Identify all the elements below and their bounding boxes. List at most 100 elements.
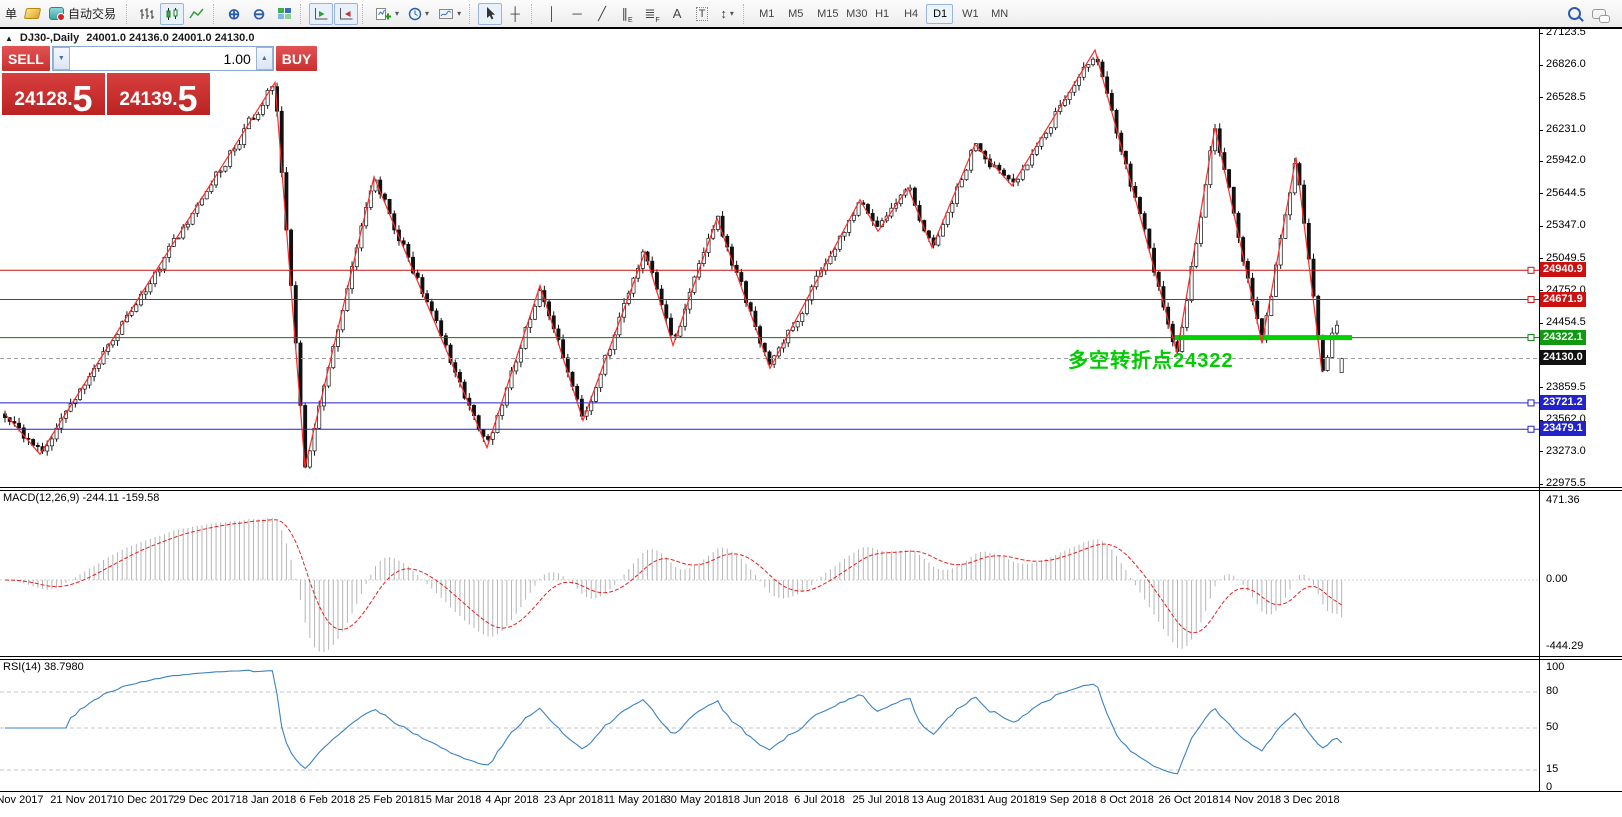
price-tick-mark <box>1539 258 1543 259</box>
date-label: 25 Feb 2018 <box>358 794 420 806</box>
timeframe-button-m1[interactable]: M1 <box>752 4 779 24</box>
chevron-down-icon: ▾ <box>729 9 734 18</box>
trade-prices-row: 24128. 5 24139. 5 <box>2 73 210 116</box>
timeframe-group: M1 M5 M15 M30 H1 H4 D1 W1 MN <box>752 3 1011 24</box>
price-tick-label: 26826.0 <box>1546 58 1586 71</box>
timeframe-button-m15[interactable]: M15 <box>810 4 838 24</box>
new-order-icon <box>23 8 41 19</box>
price-tick-label: 25347.0 <box>1546 219 1586 232</box>
macd-indicator-canvas[interactable] <box>0 491 1539 656</box>
price-axis[interactable]: 27123.5 26826.0 26528.5 26231.0 25942.0 25644… <box>1539 0 1622 817</box>
pane-separator[interactable] <box>0 487 1622 491</box>
date-label: 6 Jul 2018 <box>794 794 845 806</box>
cursor-button[interactable] <box>478 2 503 25</box>
autotrading-button[interactable]: 自动交易 <box>45 3 122 25</box>
periods-button[interactable]: ▾ <box>404 3 433 25</box>
date-label: 23 Apr 2018 <box>543 794 604 806</box>
price-tick-mark <box>1539 322 1543 324</box>
price-tick-label: 23273.0 <box>1546 444 1586 457</box>
chart-shift-button[interactable] <box>334 2 359 25</box>
price-tick-label: 25644.5 <box>1546 186 1586 199</box>
price-tick-mark <box>1539 97 1543 99</box>
template-icon <box>439 8 454 19</box>
volume-input[interactable] <box>69 47 256 70</box>
buy-price-display[interactable]: 24139. 5 <box>107 73 210 116</box>
horizontal-line-button[interactable]: ─ <box>565 3 589 25</box>
label-tool-button[interactable]: T <box>690 3 714 25</box>
rsi-axis-label: 100 <box>1546 661 1565 673</box>
clock-icon <box>408 7 422 20</box>
search-button[interactable] <box>1562 3 1586 25</box>
rsi-indicator-canvas[interactable] <box>0 660 1539 791</box>
price-tag: 24940.9 <box>1540 262 1586 278</box>
templates-button[interactable]: ▾ <box>434 3 465 25</box>
price-chart-canvas[interactable] <box>0 29 1539 487</box>
timeframe-button-w1[interactable]: W1 <box>955 4 982 24</box>
price-tick-label: 25942.0 <box>1546 154 1586 167</box>
toolbar-separator <box>213 3 218 24</box>
price-tick-label: 22975.5 <box>1546 477 1586 489</box>
indicators-button[interactable]: ▾ <box>371 3 403 25</box>
zoom-in-icon: ⊕ <box>227 5 241 23</box>
timeframe-button-m30[interactable]: M30 <box>839 4 867 24</box>
date-axis[interactable]: Nov 2017 21 Nov 2017 10 Dec 2017 29 Dec 201… <box>0 794 1539 810</box>
timeframe-button-h1[interactable]: H1 <box>868 4 895 24</box>
toolbar-separator <box>362 3 367 24</box>
crosshair-button[interactable]: ┼ <box>503 3 527 25</box>
pane-separator[interactable] <box>0 656 1622 660</box>
bar-chart-button[interactable] <box>135 3 159 25</box>
new-order-button[interactable] <box>20 3 44 25</box>
arrows-tool-icon: ↕ <box>720 6 727 21</box>
volume-spinner: ▼ ▲ <box>51 46 274 71</box>
timeframe-button-m5[interactable]: M5 <box>781 4 808 24</box>
crosshair-icon: ┼ <box>510 6 520 21</box>
tile-windows-icon <box>277 8 291 19</box>
candlestick-chart-button[interactable] <box>160 2 185 25</box>
equidistant-channel-icon: ∥ <box>621 5 628 21</box>
price-tag: 24671.9 <box>1540 291 1586 307</box>
rsi-axis-label: 0 <box>1546 781 1553 793</box>
zoom-out-button[interactable]: ⊖ <box>247 3 271 25</box>
chat-button[interactable] <box>1587 3 1611 25</box>
date-label: 26 Oct 2018 <box>1158 794 1219 806</box>
trendline-button[interactable]: ╱ <box>590 3 614 25</box>
timeframe-button-mn[interactable]: MN <box>984 4 1011 24</box>
symbol-period-label: DJ30-,Daily <box>19 32 80 44</box>
date-label: 29 Dec 2017 <box>173 794 236 806</box>
arrows-tool-button[interactable]: ↕ ▾ <box>715 3 739 25</box>
vertical-line-icon: │ <box>548 6 557 21</box>
vertical-line-button[interactable]: │ <box>540 3 564 25</box>
order-menu-label[interactable]: 单 <box>5 7 18 21</box>
date-label: 30 May 2018 <box>664 794 729 806</box>
date-label: 18 Jan 2018 <box>235 794 297 806</box>
zoom-in-button[interactable]: ⊕ <box>222 3 246 25</box>
volume-increase-button[interactable]: ▲ <box>255 47 273 70</box>
chart-title: ▲ DJ30-,Daily 24001.0 24136.0 24001.0 24… <box>5 32 254 44</box>
line-chart-button[interactable] <box>185 3 209 25</box>
autotrading-label: 自动交易 <box>68 7 117 21</box>
toolbar-separator <box>300 3 305 24</box>
tile-windows-button[interactable] <box>272 3 296 25</box>
sell-button[interactable]: SELL <box>2 46 50 71</box>
timeframe-button-h4[interactable]: H4 <box>897 4 924 24</box>
volume-decrease-button[interactable]: ▼ <box>52 47 70 70</box>
date-label: 25 Jul 2018 <box>852 794 910 806</box>
pivot-annotation-text: 多空转折点24322 <box>1068 350 1234 372</box>
macd-axis-label: -444.29 <box>1546 640 1584 652</box>
sell-price-display[interactable]: 24128. 5 <box>2 73 105 116</box>
price-tag: 24130.0 <box>1540 350 1586 366</box>
price-tick-mark <box>1539 290 1543 292</box>
zoom-out-icon: ⊖ <box>252 5 266 23</box>
auto-scroll-button[interactable] <box>309 2 334 25</box>
timeframe-button-d1[interactable]: D1 <box>926 3 954 24</box>
price-tick-mark <box>1539 129 1543 131</box>
date-label: Nov 2017 <box>0 794 44 806</box>
buy-button[interactable]: BUY <box>275 46 318 71</box>
fibonacci-button[interactable]: ≣ F <box>640 3 664 25</box>
date-label: 6 Feb 2018 <box>299 794 356 806</box>
rsi-axis-label: 50 <box>1546 721 1559 733</box>
channel-button[interactable]: ∥ E <box>615 3 639 25</box>
text-tool-button[interactable]: A <box>665 3 689 25</box>
date-label: 8 Oct 2018 <box>1100 794 1154 806</box>
ohlc-values: 24001.0 24136.0 24001.0 24130.0 <box>86 32 255 44</box>
